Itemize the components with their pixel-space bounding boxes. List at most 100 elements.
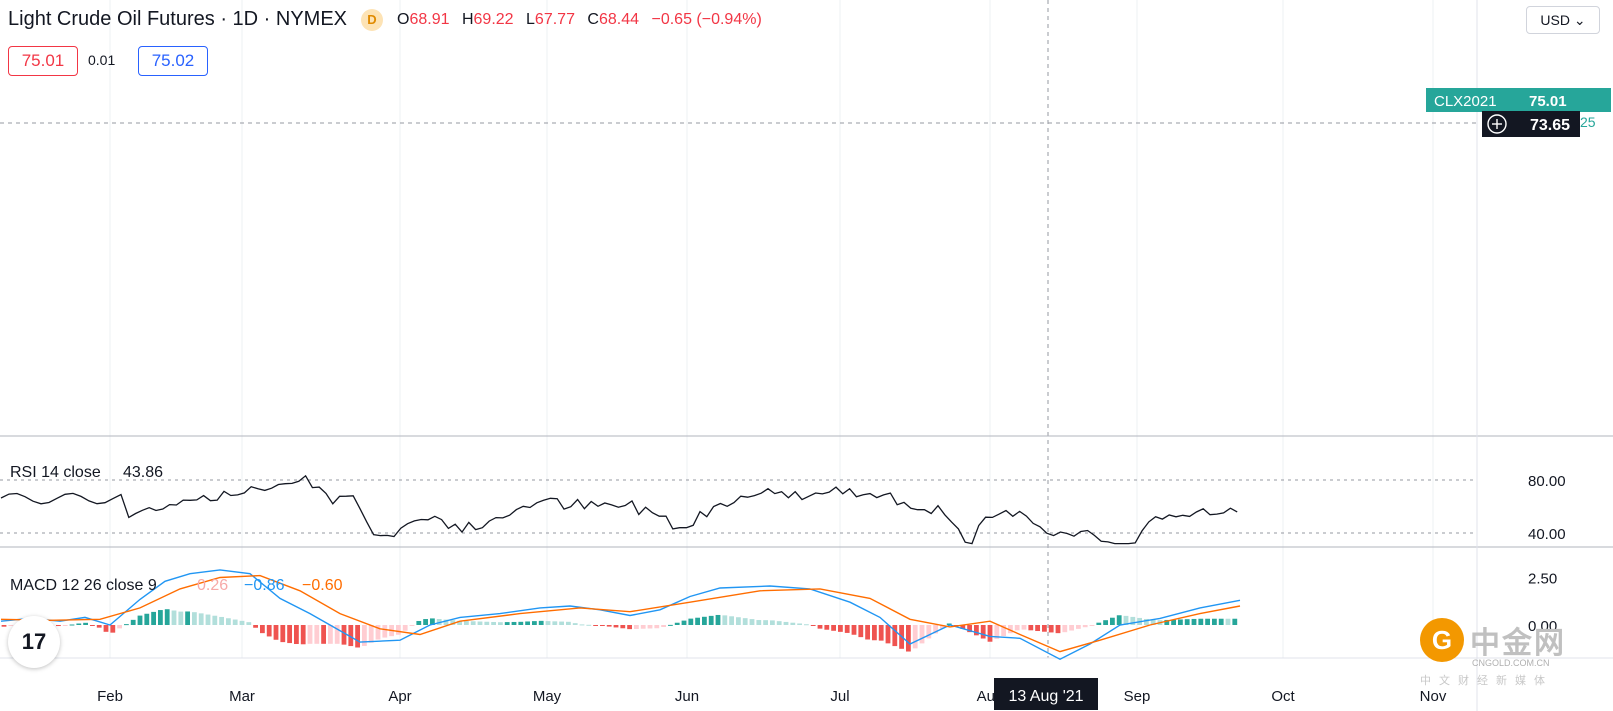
price-axis[interactable]: 56.0060.0064.0068.0072.0076.0080.0040.00… bbox=[1528, 0, 1566, 635]
close-label: C bbox=[587, 10, 599, 28]
macd-histogram-bar bbox=[1116, 615, 1122, 625]
ohlc-readout: O68.91 H69.22 L67.77 C68.44 −0.65 (−0.94… bbox=[397, 11, 770, 29]
crosshair-plus-icon[interactable] bbox=[1487, 114, 1507, 134]
macd-histogram-bar bbox=[294, 625, 299, 645]
macd-histogram-bar bbox=[273, 625, 279, 640]
watermark-en: CNGOLD.COM.CN bbox=[1472, 658, 1550, 668]
buy-price-button[interactable]: 75.02 bbox=[138, 46, 208, 76]
macd-histogram-bar bbox=[1198, 618, 1204, 625]
macd-histogram-bar bbox=[457, 620, 462, 625]
macd-histogram-bar bbox=[756, 620, 762, 625]
macd-histogram-bar bbox=[484, 621, 490, 625]
macd-histogram-bar bbox=[572, 623, 578, 625]
macd-histogram-bar bbox=[851, 625, 857, 635]
macd-histogram-bar bbox=[600, 625, 605, 626]
macd-histogram-bar bbox=[443, 619, 449, 625]
tradingview-logo-icon[interactable]: 17 bbox=[8, 616, 60, 668]
macd-histogram-bar bbox=[83, 622, 88, 625]
macd-histogram-bar bbox=[634, 625, 639, 629]
macd-histogram-bar bbox=[62, 625, 68, 626]
macd-histogram-bar bbox=[464, 621, 469, 625]
macd-histogram-bar bbox=[280, 625, 286, 643]
rsi-legend-value: 43.86 bbox=[123, 464, 163, 481]
time-axis[interactable]: Feb Mar Apr May Jun Jul Aug Sep Oct Nov bbox=[97, 688, 1447, 705]
macd-histogram-bar bbox=[681, 620, 687, 625]
macd-histogram-bar bbox=[1008, 625, 1013, 634]
macd-histogram-bar bbox=[1123, 615, 1129, 625]
macd-histogram-bar bbox=[640, 625, 646, 629]
macd-histogram-bar bbox=[1212, 618, 1217, 625]
macd-histogram-bar bbox=[912, 625, 918, 649]
macd-histogram-bar bbox=[715, 614, 721, 625]
macd-histogram-bar bbox=[96, 625, 102, 628]
macd-histogram-bar bbox=[1, 625, 7, 627]
macd-histogram-bar bbox=[368, 625, 374, 643]
macd-histogram-bar bbox=[232, 619, 238, 625]
macd-histogram-bar bbox=[246, 622, 252, 625]
macd-histogram-bar bbox=[1001, 625, 1006, 637]
macd-histogram-bar bbox=[396, 625, 401, 635]
macd-histogram-bar bbox=[525, 621, 530, 625]
sell-price-button[interactable]: 75.01 bbox=[8, 46, 78, 76]
macd-histogram-bar bbox=[511, 621, 517, 625]
macd-histogram-bar bbox=[287, 625, 292, 644]
time-tick-label: Oct bbox=[1271, 688, 1295, 705]
macd-histogram-bar bbox=[906, 625, 911, 652]
macd-histogram-bar bbox=[552, 621, 558, 625]
macd-histogram-bar bbox=[117, 625, 122, 629]
currency-dropdown[interactable]: USD ⌄ bbox=[1526, 6, 1600, 34]
macd-histogram-bar bbox=[423, 619, 428, 625]
macd-histogram-bar bbox=[804, 624, 809, 626]
timeframe-badge[interactable]: D bbox=[361, 8, 383, 31]
macd-line bbox=[0, 569, 1241, 660]
macd-histogram-bar bbox=[1110, 617, 1115, 625]
macd-histogram-bar bbox=[797, 623, 802, 625]
time-tick-label: Jul bbox=[830, 688, 849, 705]
macd-histogram-bar bbox=[1042, 625, 1047, 632]
macd-histogram-bar bbox=[974, 625, 979, 636]
macd-histogram-bar bbox=[817, 625, 823, 629]
macd-histogram-bar bbox=[545, 621, 551, 625]
macd-histogram-bar bbox=[498, 622, 503, 625]
macd-histogram-bar bbox=[375, 625, 381, 640]
rsi-line bbox=[0, 474, 1238, 545]
macd-histogram-bar bbox=[477, 621, 483, 625]
macd-histogram-bar bbox=[865, 625, 870, 640]
macd-histogram-bar bbox=[606, 625, 612, 627]
macd-histogram-bar bbox=[430, 618, 435, 625]
macd-histogram-bar bbox=[844, 625, 850, 633]
macd-histogram-bar bbox=[355, 625, 360, 648]
time-tick-label: May bbox=[533, 688, 562, 705]
macd-histogram-bar bbox=[790, 622, 796, 625]
macd-histogram-bar bbox=[736, 617, 741, 625]
macd-histogram-bar bbox=[708, 615, 714, 625]
watermark-logo-icon: G bbox=[1420, 618, 1464, 662]
macd-histogram-bar bbox=[253, 625, 258, 628]
macd-histogram-bar bbox=[1130, 616, 1136, 625]
macd-histogram-bar bbox=[1103, 620, 1108, 625]
macd-histogram-bar bbox=[878, 625, 884, 641]
macd-histogram-bar bbox=[362, 625, 367, 646]
macd-histogram-bar bbox=[810, 625, 816, 626]
chart-title[interactable]: Light Crude Oil Futures · 1D · NYMEX bbox=[8, 8, 347, 30]
last-price-label: 75.01 bbox=[1529, 93, 1567, 110]
macd-histogram-bar bbox=[348, 625, 354, 647]
macd-histogram-bar bbox=[1014, 625, 1020, 631]
macd-histogram-bar bbox=[518, 621, 524, 625]
macd-histogram-bar bbox=[198, 613, 204, 625]
macd-histogram-bar bbox=[402, 625, 408, 631]
time-tick-label: Sep bbox=[1124, 688, 1151, 705]
macd-histogram-bar bbox=[722, 615, 728, 625]
macd-tick-label: 0.00 bbox=[1528, 618, 1557, 635]
macd-histogram-bar bbox=[1225, 618, 1231, 625]
macd-histogram-bar bbox=[668, 624, 673, 626]
macd-histogram-bar bbox=[885, 625, 891, 644]
macd-histogram-bar bbox=[654, 625, 660, 629]
high-label: H bbox=[461, 10, 474, 28]
macd-histogram-bar bbox=[124, 624, 129, 626]
macd-histogram-bar bbox=[919, 625, 925, 644]
macd-histogram-bar bbox=[504, 622, 510, 625]
macd-histogram-bar bbox=[185, 611, 190, 625]
time-tick-label: Feb bbox=[97, 688, 123, 705]
